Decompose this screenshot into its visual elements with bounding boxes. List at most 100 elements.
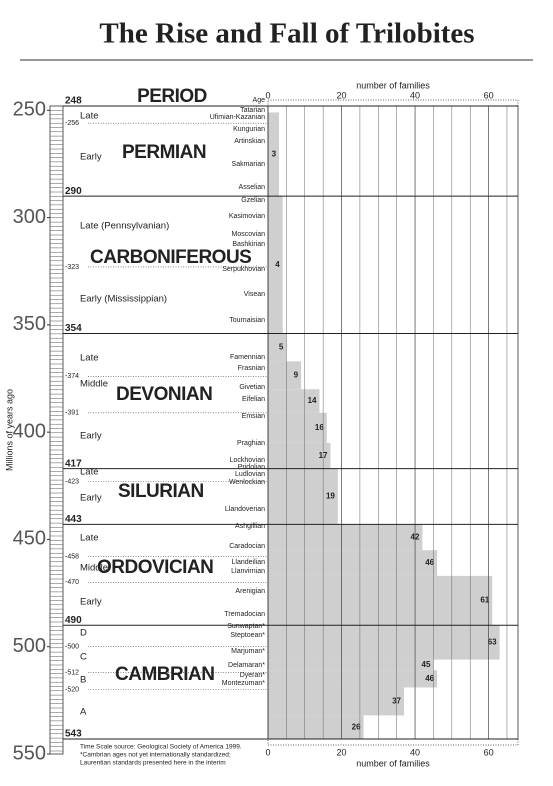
bar [268,196,283,334]
y-tick-label: 550 [13,742,46,764]
period-boundary-label: 248 [65,96,82,107]
stage-name: Tatarian [240,107,265,114]
stage-name: Llandeilian [232,559,266,566]
bar-value-label: 63 [488,638,497,647]
stage-name: Serpukhovian [222,266,265,273]
period-boundary-label: 543 [65,729,82,740]
period-name: PERMIAN [122,142,206,163]
epoch-name: Late (Pennsylvanian) [80,221,169,232]
epoch-boundary-label: -500 [65,644,79,651]
x-tick-label-top: 40 [410,90,420,100]
period-name: CARBONIFEROUS [90,247,251,268]
epoch-name: B [80,675,86,686]
x-tick-label-bottom: 40 [410,747,420,757]
epoch-name: Late [80,353,99,364]
stage-name: Visean [244,291,265,298]
chart-title: The Rise and Fall of Trilobites [99,18,474,50]
bar-value-label: 14 [308,396,317,405]
stage-name: Kasimovian [229,213,265,220]
bar-value-label: 5 [279,343,284,352]
bar [268,333,287,362]
bar-value-label: 45 [422,660,431,669]
period-boundary-label: 490 [65,615,82,626]
period-name: CAMBRIAN [115,664,214,685]
bar-value-label: 26 [352,722,361,731]
stage-name: Ludlovian [235,471,265,478]
stage-name: Pridolian [238,464,265,471]
bar [268,412,327,443]
stage-name: Artinskian [234,138,265,145]
x-tick-label-bottom: 20 [337,747,347,757]
y-tick-label: 450 [13,528,46,550]
stage-name: Praghian [237,440,265,447]
epoch-name: Early [80,597,102,608]
source-note: Time Scale source: Geological Society of… [80,744,242,751]
epoch-boundary-label: -374 [65,373,79,380]
bar [268,715,364,739]
period-name: ORDOVICIAN [97,557,213,578]
stage-name: Montezuman* [222,680,265,687]
stage-name: Tremadocian [224,611,265,618]
stage-name: Steptoean* [230,632,265,639]
stage-name: Lockhovian [230,457,266,464]
x-tick-label-bottom: 60 [484,747,494,757]
stage-name: Sakmarian [232,161,266,168]
x-tick-label-bottom: 0 [265,747,270,757]
epoch-name: Early (Mississippian) [80,294,167,305]
x-tick-label-top: 20 [337,90,347,100]
bar [268,659,434,671]
stage-name: Asselian [239,184,266,191]
bar [268,670,438,688]
period-boundary-label: 354 [65,323,82,334]
bar [268,625,500,660]
epoch-boundary-label: -470 [65,579,79,586]
epoch-boundary-label: -423 [65,478,79,485]
source-note: *Cambrian ages not yet internationally s… [80,752,231,759]
period-name: SILURIAN [118,481,204,502]
epoch-name: Late [80,467,99,478]
stage-name: Famennian [230,354,265,361]
stage-name: Arenigian [235,588,265,595]
x-axis-title-bottom: number of families [356,758,430,768]
epoch-boundary-label: -512 [65,669,79,676]
y-tick-label: 500 [13,635,46,657]
source-note: Laurentian standards presented here in t… [80,760,226,767]
age-header: Age [253,97,266,104]
stage-name: Wenlockian [229,479,265,486]
epoch-name: Early [80,152,102,163]
x-axis-title-top: number of families [356,80,430,90]
bar-value-label: 4 [275,260,280,269]
epoch-name: Middle [80,563,108,574]
stage-name: Moscovian [232,231,266,238]
bar [268,112,280,197]
stage-name: Ufimian-Kazanian [210,114,265,121]
epoch-name: C [80,652,87,663]
y-axis-title: Millions of years ago [4,389,14,471]
bar-value-label: 19 [326,492,335,501]
stage-name: Delamaran* [228,662,265,669]
epoch-name: Late [80,533,99,544]
bar-value-label: 46 [425,674,434,683]
bar [268,361,302,390]
y-tick-label: 250 [13,99,46,121]
bottom-border [267,738,519,746]
epoch-name: Middle [80,379,108,390]
period-header: PERIOD [137,86,207,107]
epoch-name: Early [80,431,102,442]
epoch-name: Early [80,493,102,504]
epoch-boundary-label: -458 [65,553,79,560]
period-boundary-label: 417 [65,458,82,469]
bar-value-label: 3 [272,149,277,158]
period-boundary-label: 443 [65,514,82,525]
bar [268,575,493,626]
bar-value-label: 9 [294,370,299,379]
bar-value-label: 61 [480,596,489,605]
stage-name: Caradocian [229,543,265,550]
bar [268,442,331,469]
epoch-name: A [80,707,87,718]
bar [268,468,338,525]
stage-name: Marjuman* [231,648,265,655]
epoch-name: Late [80,111,99,122]
bar [268,550,438,576]
stage-name: Bashkirian [232,241,265,248]
